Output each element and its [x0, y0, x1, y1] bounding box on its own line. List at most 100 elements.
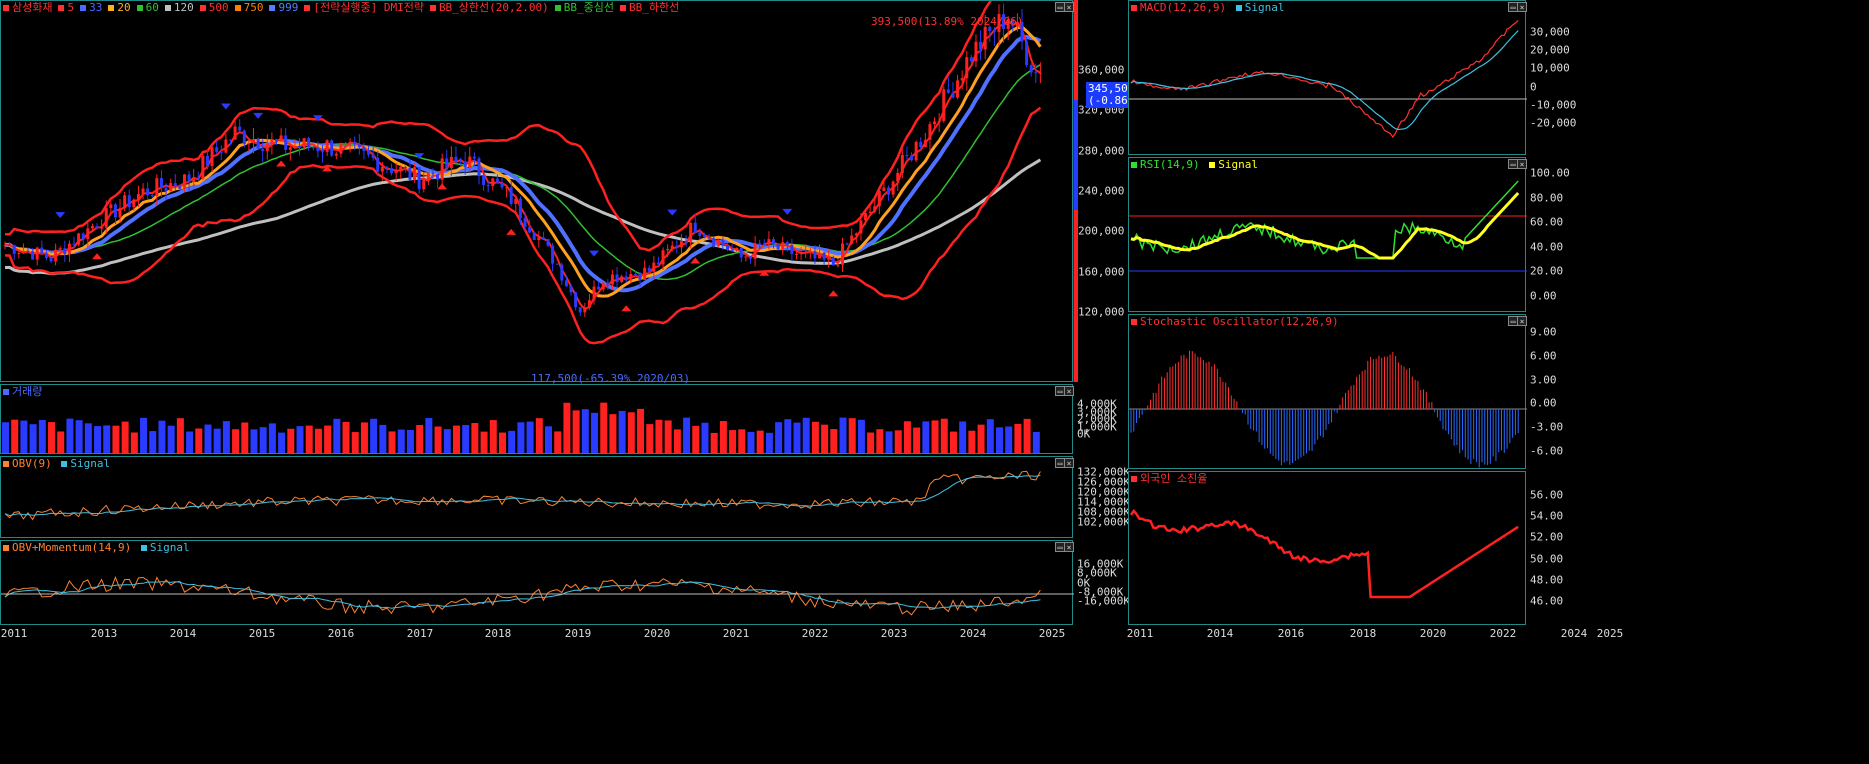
legend-item: 500 [199, 1, 232, 14]
candle-body [601, 282, 605, 290]
legend-swatch [199, 5, 206, 11]
candle-body [781, 242, 785, 250]
candle-body [702, 235, 706, 238]
legend-text: 500 [208, 1, 229, 14]
candle-body [472, 156, 476, 159]
stoch-label: Stochastic Oscillator(12,26,9) [1140, 315, 1339, 328]
candle-body [219, 151, 223, 153]
candle-body [633, 274, 637, 276]
foreign-line [1129, 508, 1519, 599]
obv-signal-label: Signal [70, 457, 111, 470]
y-tick: 0.00 [1530, 396, 1557, 410]
y-tick: 0K [1077, 427, 1091, 441]
candle-body [334, 153, 338, 156]
volume-bar [572, 410, 580, 453]
y-tick: 0K [1077, 576, 1091, 589]
candle-body [247, 143, 251, 145]
foreign-label: 외국인 소진율 [1140, 472, 1208, 485]
candle-body [339, 143, 343, 154]
volume-bar [140, 417, 148, 453]
volume-bar [57, 431, 65, 453]
volume-bar [508, 430, 516, 453]
candle-body [670, 245, 674, 250]
legend-item: 120 [164, 1, 197, 14]
candle-body [77, 233, 81, 245]
obv-momentum-pane[interactable]: OBV+Momentum(14,9) Signal ▭ × [0, 540, 1074, 625]
x-tick: 2015 [248, 627, 276, 640]
candle-body [150, 195, 154, 197]
volume-bar [517, 422, 525, 453]
candle-body [417, 167, 421, 190]
candle-body [827, 257, 831, 260]
y-tick: -6.00 [1530, 444, 1564, 458]
volume-bar [406, 429, 414, 453]
x-tick: 2019 [564, 627, 592, 640]
candle-body [716, 239, 720, 247]
candle-body [95, 226, 99, 229]
volume-bar [968, 430, 976, 453]
candle-body [362, 147, 366, 151]
legend-swatch [554, 5, 561, 11]
pane-close-button[interactable]: × [1064, 542, 1074, 552]
foreign-pane[interactable]: 외국인 소진율 [1128, 471, 1526, 625]
volume-bar [811, 421, 819, 453]
volume-bar [627, 412, 635, 453]
volume-bar [1014, 423, 1022, 453]
candle-body [1029, 65, 1033, 73]
candle-body [307, 138, 311, 148]
y-tick: 50.00 [1530, 552, 1564, 566]
volume-bar [673, 429, 681, 453]
volume-pane[interactable]: 거래량 ▭ × [0, 384, 1074, 454]
candle-body [293, 145, 297, 148]
volume-bar [360, 422, 368, 453]
volume-bar [581, 409, 589, 453]
obv-label: OBV(9) [12, 457, 52, 470]
pane-close-button[interactable]: × [1517, 316, 1527, 326]
candle-body [90, 226, 94, 229]
rsi-pane[interactable]: RSI(14,9) Signal ▭ × [1128, 157, 1527, 312]
legend-item: 삼성화재 [3, 1, 55, 14]
volume-bar [452, 425, 460, 453]
candle-body [882, 187, 886, 192]
candle-body [224, 139, 228, 153]
candle-body [3, 244, 7, 246]
volume-bar [443, 429, 451, 453]
candle-body [440, 158, 444, 180]
stoch-pane[interactable]: Stochastic Oscillator(12,26,9) ▭ × [1128, 314, 1527, 469]
foreign-plot [1129, 508, 1519, 599]
pane-close-button[interactable]: × [1064, 386, 1074, 396]
candle-body [813, 251, 817, 259]
candle-body [937, 121, 941, 123]
y-tick: 20.00 [1530, 264, 1564, 278]
pane-close-button[interactable]: × [1517, 159, 1527, 169]
candle-body [118, 208, 122, 218]
pane-close-button[interactable]: × [1517, 2, 1527, 12]
pane-close-button[interactable]: × [1064, 458, 1074, 468]
x-tick: 2011 [1126, 627, 1154, 640]
candle-body [8, 244, 12, 246]
foreign-legend: 외국인 소진율 [1131, 473, 1210, 485]
pane-close-button[interactable]: × [1064, 2, 1074, 12]
legend-item: 60 [136, 1, 162, 14]
y-tick: 280,000 [1078, 144, 1125, 158]
candle-body [265, 143, 269, 152]
candle-body [394, 171, 398, 174]
candle-body [385, 166, 389, 169]
y-tick: 1,000K [1077, 420, 1117, 433]
candle-body [574, 292, 578, 308]
candle-body [656, 262, 660, 265]
volume-bar [397, 429, 405, 453]
price-pane[interactable]: 삼성화재 5 33 20 60 120 500 750 999 [전략실행중] DMI전략 BB_상… [0, 0, 1074, 385]
candle-body [712, 238, 716, 247]
candle-body [1038, 72, 1042, 74]
macd-legend: MACD(12,26,9) Signal [1131, 2, 1287, 14]
obv-pane[interactable]: OBV(9) Signal ▭ × [0, 456, 1074, 538]
candle-body [942, 89, 946, 122]
volume-bar [388, 431, 396, 453]
candle-body [468, 156, 472, 168]
candle-body [532, 232, 536, 241]
y-tick: 114,000K [1077, 495, 1130, 509]
candle-body [776, 244, 780, 250]
macd-pane[interactable]: MACD(12,26,9) Signal ▭ × [1128, 0, 1527, 155]
candle-body [896, 172, 900, 182]
